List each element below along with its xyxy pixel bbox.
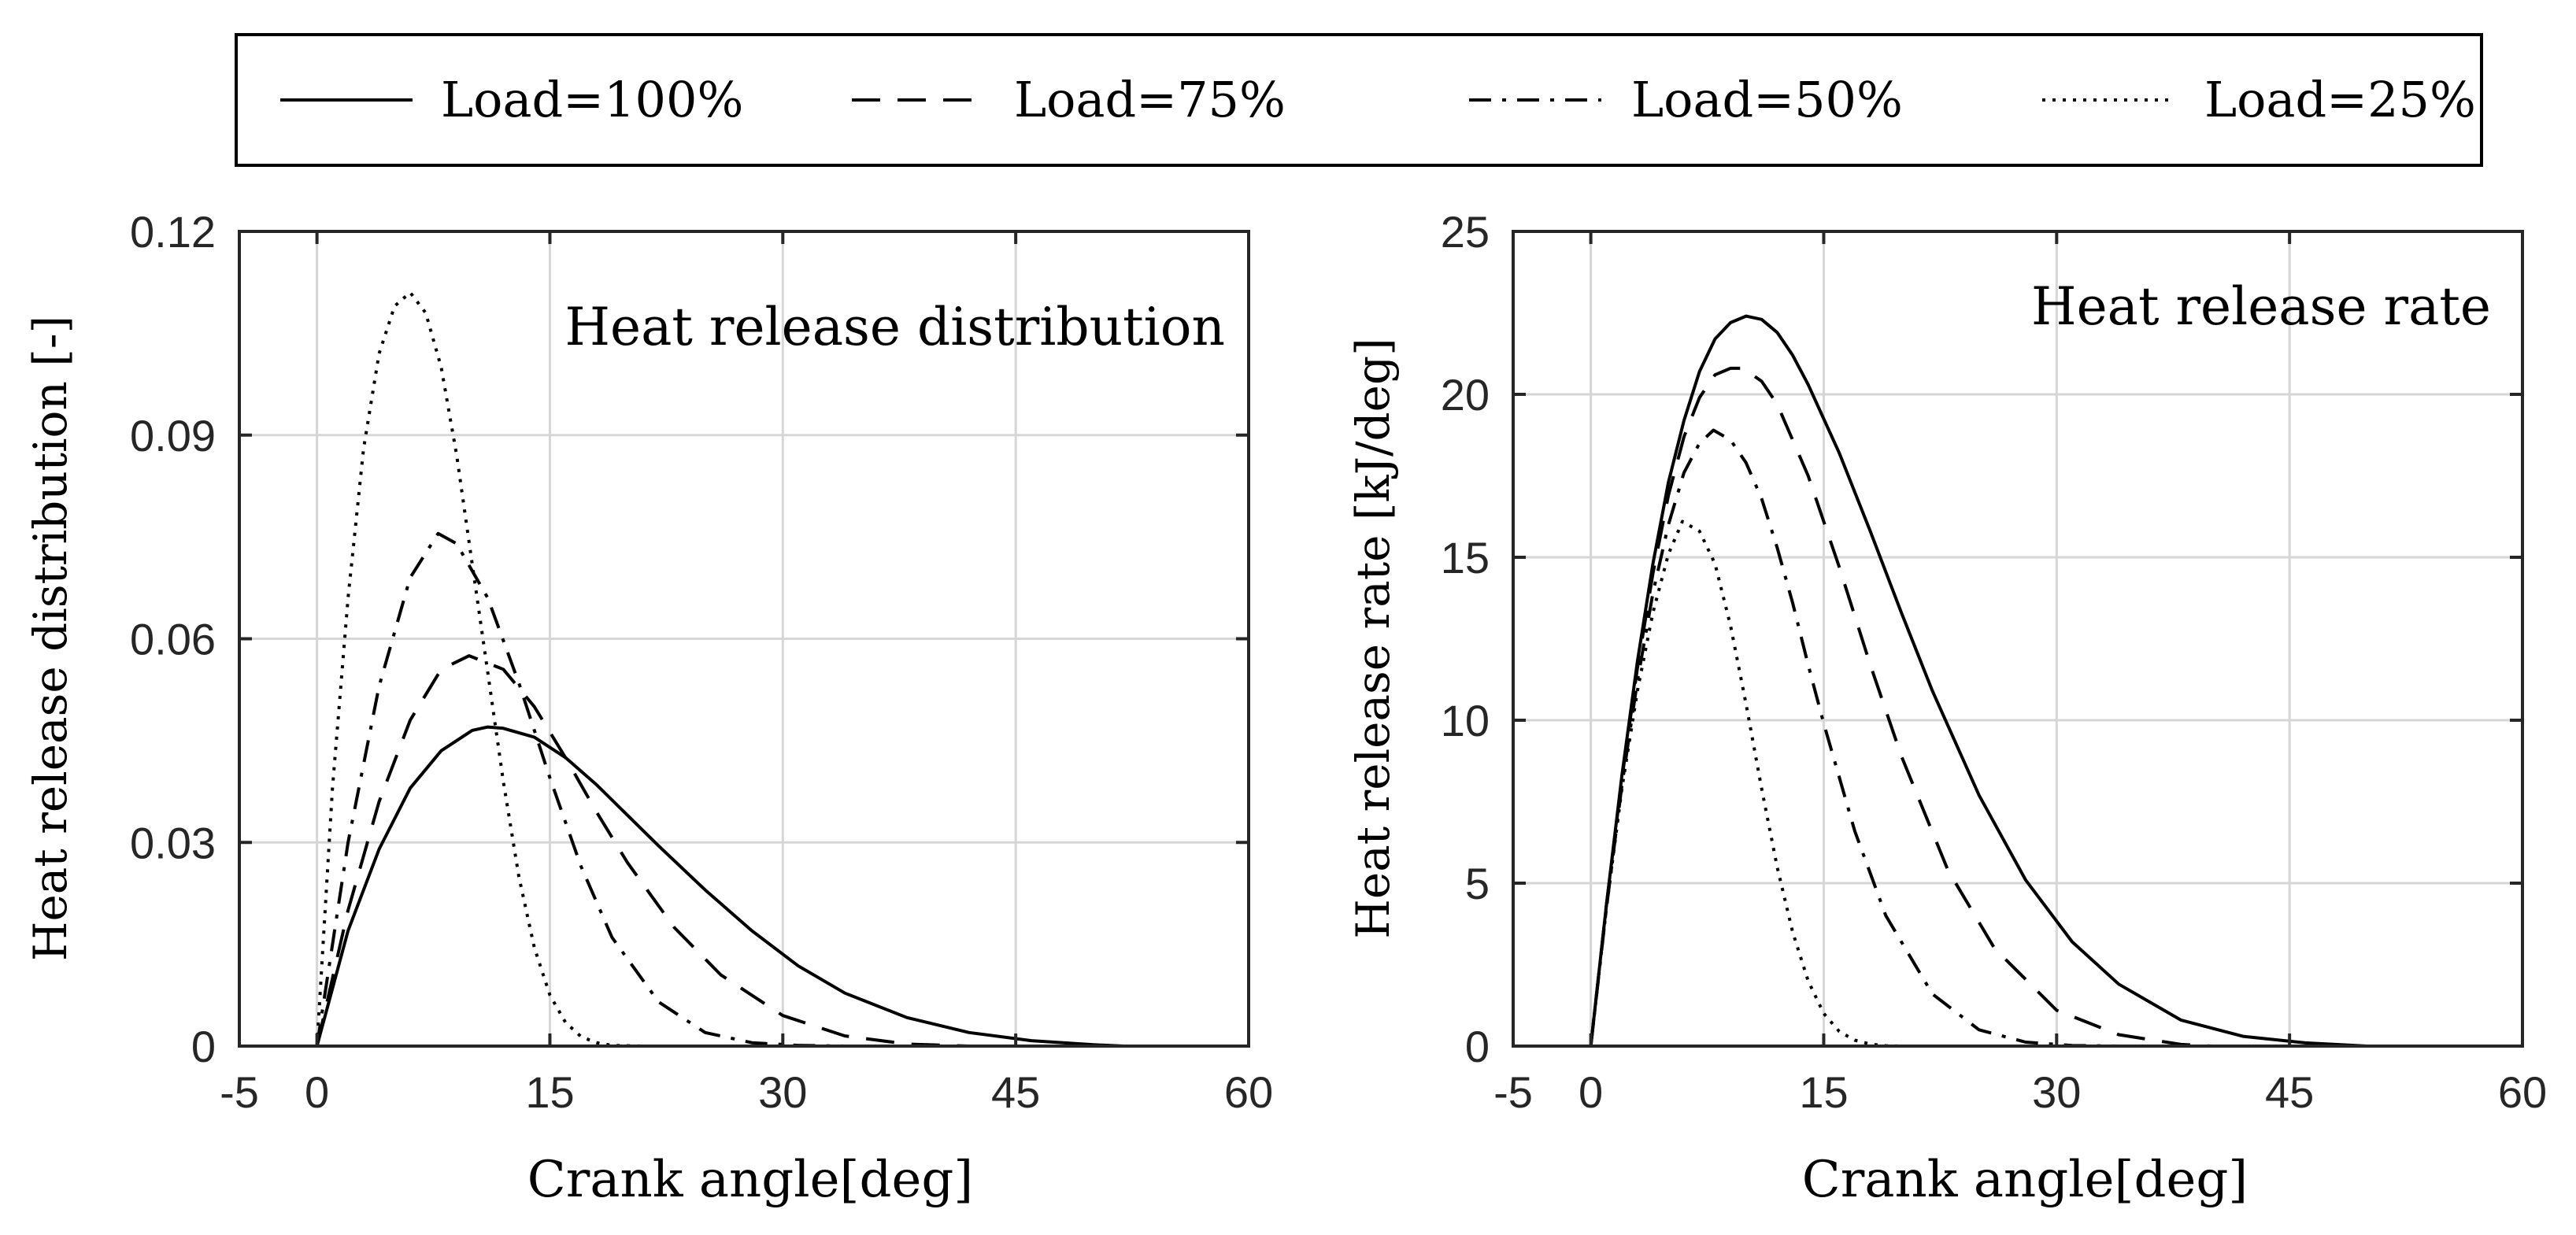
legend-label: Load=75%	[1014, 71, 1286, 128]
chart-title: Heat release rate	[2031, 276, 2491, 337]
axes-frame	[1512, 230, 2524, 1048]
series-line-load-75	[1589, 366, 2212, 1048]
y-tick-label: 10	[1441, 696, 1490, 745]
x-axis-label: Crank angle[deg]	[1802, 1151, 2248, 1209]
legend: Load=100% Load=75% Load=50% Load=25%	[235, 33, 2483, 167]
y-tick-label: 0	[191, 1022, 216, 1071]
y-tick-label: 0.12	[130, 207, 216, 257]
x-tick-label: 15	[525, 1067, 574, 1117]
chart-title: Heat release distribution	[564, 297, 1225, 357]
x-tick-label: 30	[2032, 1067, 2081, 1117]
legend-entry-load-100: Load=100%	[280, 71, 743, 128]
x-tick-label: 0	[305, 1067, 329, 1117]
x-tick-label: 60	[2498, 1067, 2547, 1117]
series-line-load-50	[315, 531, 846, 1048]
x-tick-label: 45	[2265, 1067, 2314, 1117]
y-axis-label: Heat release distribution [-]	[24, 316, 77, 961]
legend-entry-load-50: Load=50%	[1469, 71, 1903, 128]
y-tick-label: 25	[1441, 207, 1490, 257]
series-line-load-100	[315, 725, 1125, 1048]
legend-entry-load-25: Load=25%	[2042, 71, 2476, 128]
y-axis-label: Heat release rate [kJ/deg]	[1346, 338, 1400, 938]
axes-layer	[1512, 230, 2524, 1048]
legend-label: Load=25%	[2204, 71, 2476, 128]
legend-entry-load-75: Load=75%	[852, 71, 1286, 128]
heat-release-rate-chart: Heat release rate Crank angle[deg] Heat …	[1346, 207, 2547, 1209]
x-tick-label: -5	[220, 1067, 259, 1117]
x-tick-label: 0	[1579, 1067, 1603, 1117]
y-tick-label: 0.09	[130, 411, 216, 460]
y-tick-label: 0	[1465, 1022, 1490, 1071]
legend-label: Load=50%	[1631, 71, 1903, 128]
plot-area	[1513, 231, 2522, 1046]
heat-release-distribution-chart: Heat release distribution Crank angle[de…	[24, 207, 1273, 1209]
x-tick-label: 15	[1799, 1067, 1848, 1117]
x-axis-label: Crank angle[deg]	[527, 1151, 974, 1209]
x-tick-label: 60	[1224, 1067, 1273, 1117]
series-line-load-50	[1589, 428, 2119, 1048]
y-tick-label: 15	[1441, 533, 1490, 582]
x-tick-label: 30	[758, 1067, 807, 1117]
axes-layer	[238, 230, 1250, 1048]
x-tick-label: -5	[1493, 1067, 1533, 1117]
legend-box	[235, 33, 2483, 167]
y-tick-label: 20	[1441, 370, 1490, 420]
y-tick-label: 5	[1465, 859, 1490, 908]
x-tick-label: 45	[991, 1067, 1040, 1117]
series-line-load-75	[315, 654, 970, 1048]
legend-label: Load=100%	[441, 71, 743, 128]
y-tick-label: 0.06	[130, 615, 216, 664]
y-tick-label: 0.03	[130, 818, 216, 867]
series-line-load-100	[1589, 314, 2367, 1048]
